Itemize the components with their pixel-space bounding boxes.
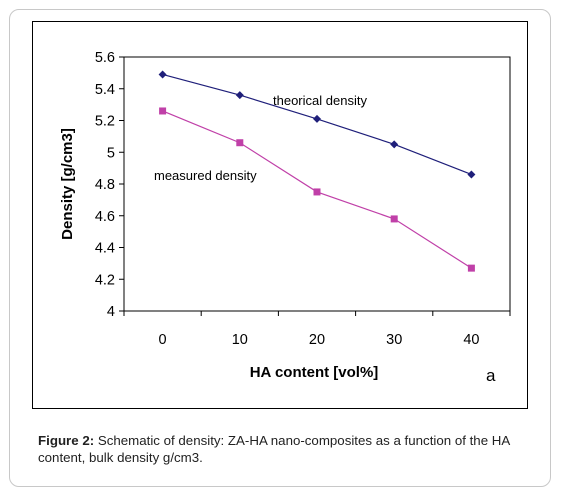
y-tick-label: 4.8 [95,177,115,193]
figure-caption: Figure 2: Schematic of density: ZA-HA na… [38,432,533,466]
data-point [467,170,476,179]
y-tick-label: 5.2 [95,114,115,130]
y-tick-label: 4.4 [95,241,115,257]
data-point [235,91,244,100]
y-tick-label: 5.4 [95,82,115,98]
x-tick-label: 0 [159,332,167,348]
y-axis-label: Density [g/cm3] [59,128,76,240]
caption-label: Figure 2: [38,433,95,448]
x-tick-label: 30 [386,332,402,348]
data-point [313,114,321,123]
y-tick-label: 4.6 [95,209,115,225]
data-point [236,139,244,147]
y-tick-label: 4 [107,304,115,320]
y-tick-label: 4.2 [95,272,115,288]
x-tick-label: 40 [463,332,479,348]
series-label: theorical density [273,93,367,108]
y-tick-label: 5 [107,145,115,161]
data-point [158,70,167,79]
x-tick-label: 20 [309,332,325,348]
data-point [159,107,167,115]
chart-frame [32,21,528,409]
x-tick-label: 10 [232,332,248,348]
data-point [467,264,475,272]
data-point [390,140,399,149]
series-label: measured density [154,168,257,183]
panel-label: a [486,366,496,385]
caption-text: Schematic of density: ZA-HA nano-composi… [38,433,510,465]
y-tick-label: 5.6 [95,50,115,66]
data-point [390,215,398,223]
data-point [313,188,321,196]
x-axis-label: HA content [vol%] [250,364,379,381]
series-line [162,73,472,176]
